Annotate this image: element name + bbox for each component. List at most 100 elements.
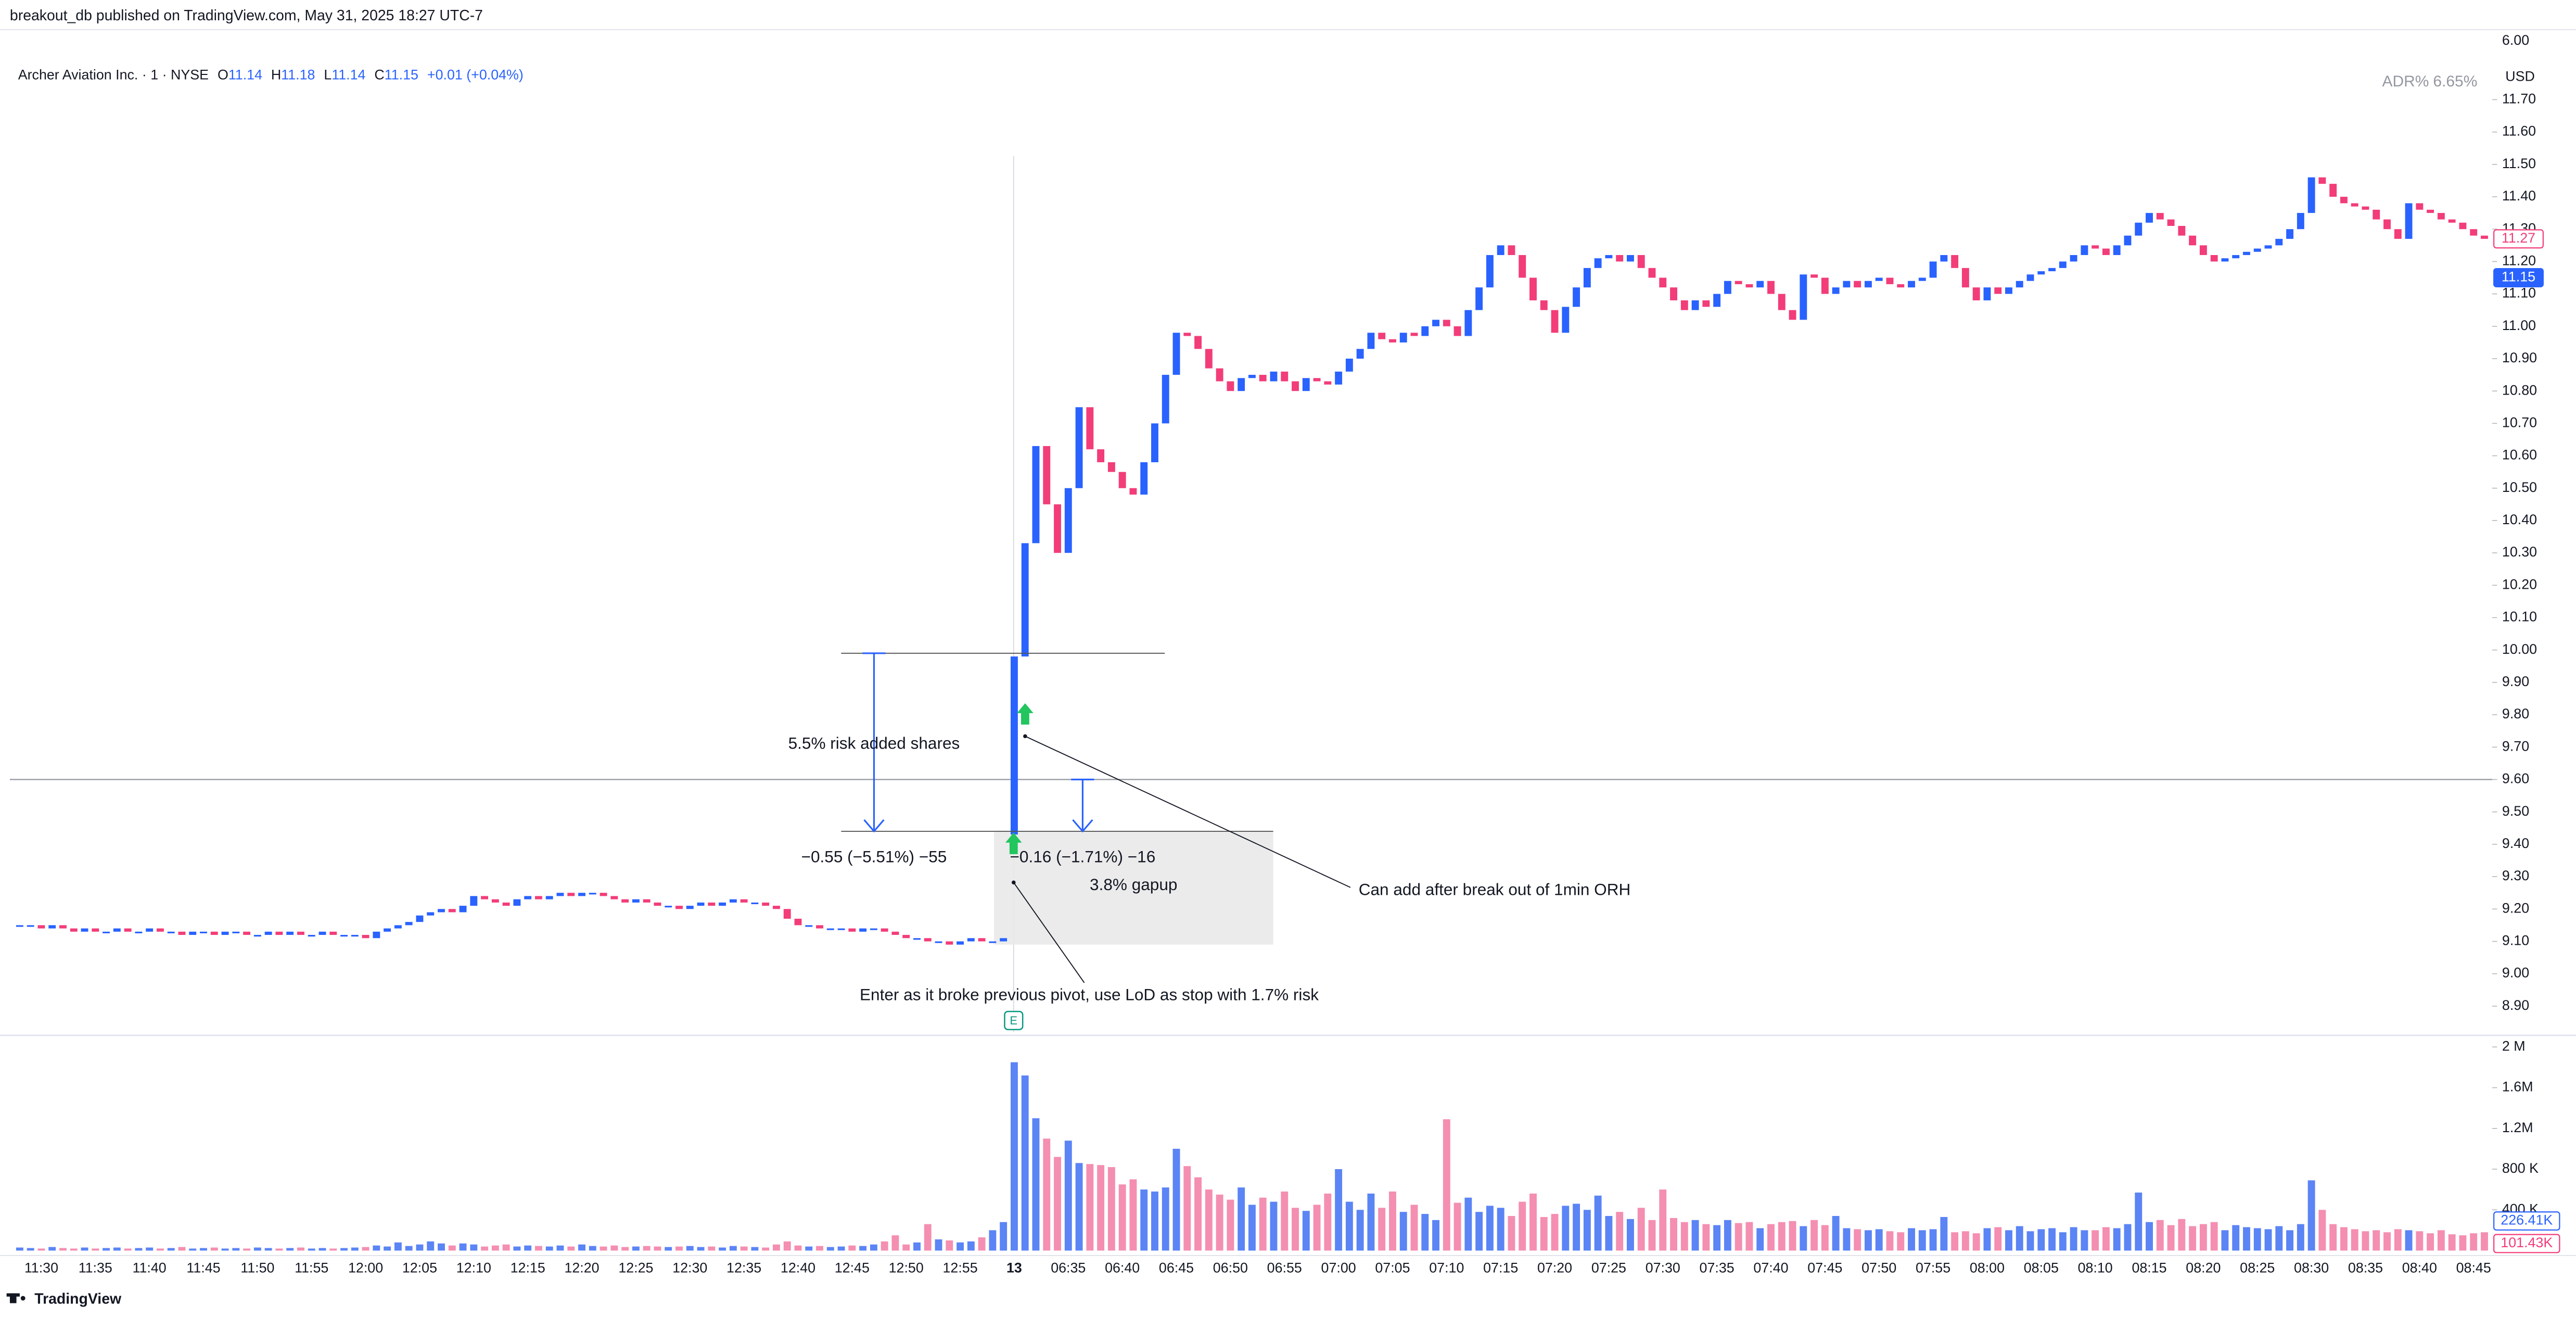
volume-bar bbox=[1356, 1210, 1364, 1251]
currency: USD bbox=[2505, 69, 2535, 84]
volume-bar bbox=[2048, 1228, 2056, 1251]
candle bbox=[870, 928, 877, 930]
x-tick-label: 06:35 bbox=[1051, 1260, 1086, 1275]
candle bbox=[1453, 326, 1461, 336]
volume-bar bbox=[513, 1246, 521, 1251]
candle bbox=[459, 906, 467, 913]
x-tick-label: 12:35 bbox=[726, 1260, 761, 1275]
volume-bar bbox=[297, 1247, 304, 1251]
volume-bar bbox=[1227, 1199, 1234, 1251]
annotation: 5.5% risk added shares bbox=[788, 734, 960, 753]
volume-bar bbox=[2167, 1225, 2175, 1251]
volume-bar bbox=[1043, 1138, 1051, 1251]
volume-bar bbox=[189, 1248, 197, 1251]
volume-bar bbox=[264, 1248, 272, 1251]
y-tick-label: 10.10 bbox=[2502, 609, 2537, 625]
volume-bar bbox=[1540, 1216, 1548, 1251]
y-tick-label: 10.40 bbox=[2502, 512, 2537, 527]
candle bbox=[2081, 245, 2088, 255]
candle bbox=[2156, 213, 2164, 220]
candle bbox=[1843, 281, 1851, 288]
volume-bar bbox=[524, 1245, 532, 1251]
volume-bar bbox=[535, 1246, 542, 1251]
volume-bar bbox=[2026, 1231, 2034, 1251]
volume-bar bbox=[491, 1245, 499, 1251]
volume-bar bbox=[1865, 1230, 1872, 1251]
x-tick-label: 08:45 bbox=[2456, 1260, 2491, 1275]
volume-bar bbox=[2362, 1231, 2369, 1251]
volume-bar bbox=[935, 1239, 942, 1251]
volume-bar bbox=[2470, 1233, 2478, 1251]
candle bbox=[124, 928, 132, 932]
candle bbox=[2199, 245, 2207, 255]
volume-bar bbox=[1389, 1192, 1396, 1251]
y-tick-label: 10.60 bbox=[2502, 447, 2537, 463]
volume-bar bbox=[1789, 1221, 1796, 1251]
volume-bar bbox=[1054, 1157, 1061, 1251]
y-tick-label: 10.00 bbox=[2502, 641, 2537, 657]
candle bbox=[762, 902, 770, 906]
callout-line bbox=[1013, 882, 1085, 983]
candle bbox=[1205, 349, 1213, 369]
volume-bar bbox=[1929, 1229, 1937, 1251]
candle bbox=[1508, 245, 1515, 255]
y-tick-label: 9.60 bbox=[2502, 771, 2529, 787]
volume-bar bbox=[373, 1245, 380, 1251]
annotation: 3.8% gapup bbox=[1090, 875, 1177, 894]
volume-bar bbox=[1583, 1210, 1591, 1251]
candle bbox=[1432, 320, 1440, 326]
volume-bar bbox=[545, 1246, 553, 1251]
candle bbox=[1961, 268, 1969, 288]
volume-bar bbox=[2448, 1234, 2456, 1251]
y-tick-label: 9.80 bbox=[2502, 706, 2529, 721]
volume-bar bbox=[416, 1244, 424, 1251]
volume-bar bbox=[2102, 1227, 2110, 1251]
candle bbox=[308, 935, 315, 937]
candle bbox=[2243, 251, 2250, 255]
volume-bar bbox=[1162, 1187, 1169, 1251]
volume-bar bbox=[1724, 1220, 1731, 1251]
candle bbox=[2167, 219, 2175, 226]
volume-bar bbox=[2232, 1225, 2240, 1251]
x-tick-label: 07:40 bbox=[1753, 1260, 1788, 1275]
volume-bar bbox=[2092, 1230, 2099, 1251]
x-tick-label: 12:25 bbox=[618, 1260, 653, 1275]
x-tick-label: 07:50 bbox=[1861, 1260, 1896, 1275]
volume-bar bbox=[632, 1246, 640, 1251]
candle bbox=[1443, 320, 1450, 326]
y-tick-label: 11.70 bbox=[2502, 91, 2536, 107]
volume-bar bbox=[578, 1244, 585, 1251]
volume-bar bbox=[1778, 1222, 1786, 1251]
candle bbox=[329, 931, 337, 935]
x-tick-label: 11:40 bbox=[133, 1260, 167, 1275]
change: +0.01 (+0.04%) bbox=[427, 67, 524, 82]
volume-bar bbox=[1972, 1233, 1980, 1251]
candle bbox=[848, 928, 856, 932]
candle bbox=[2092, 245, 2099, 249]
candle bbox=[946, 941, 953, 945]
candle bbox=[751, 902, 759, 904]
candle bbox=[243, 931, 251, 935]
volume-bar bbox=[1313, 1205, 1321, 1251]
candle bbox=[264, 931, 272, 935]
x-tick-label: 08:00 bbox=[1970, 1260, 2005, 1275]
volume-bar bbox=[1616, 1212, 1624, 1251]
x-tick-label: 07:30 bbox=[1646, 1260, 1680, 1275]
candle bbox=[589, 893, 596, 895]
annotation: Enter as it broke previous pivot, use Lo… bbox=[860, 985, 1319, 1004]
candle bbox=[491, 899, 499, 903]
candle bbox=[2026, 274, 2034, 281]
candle bbox=[1918, 277, 1926, 281]
candle bbox=[1929, 261, 1937, 278]
field-value: 11.15 bbox=[385, 67, 418, 82]
field-value: 11.18 bbox=[281, 67, 315, 82]
volume-bar bbox=[1107, 1167, 1115, 1251]
volume-bar bbox=[1281, 1192, 1289, 1251]
price-label: 11.27 bbox=[2502, 230, 2535, 246]
y-tick-label: 9.40 bbox=[2502, 835, 2529, 851]
volume-bar bbox=[1637, 1208, 1645, 1251]
volume-bar bbox=[1680, 1222, 1688, 1251]
volume-bar bbox=[1032, 1118, 1040, 1251]
candle bbox=[1724, 281, 1731, 294]
candle bbox=[621, 899, 629, 903]
